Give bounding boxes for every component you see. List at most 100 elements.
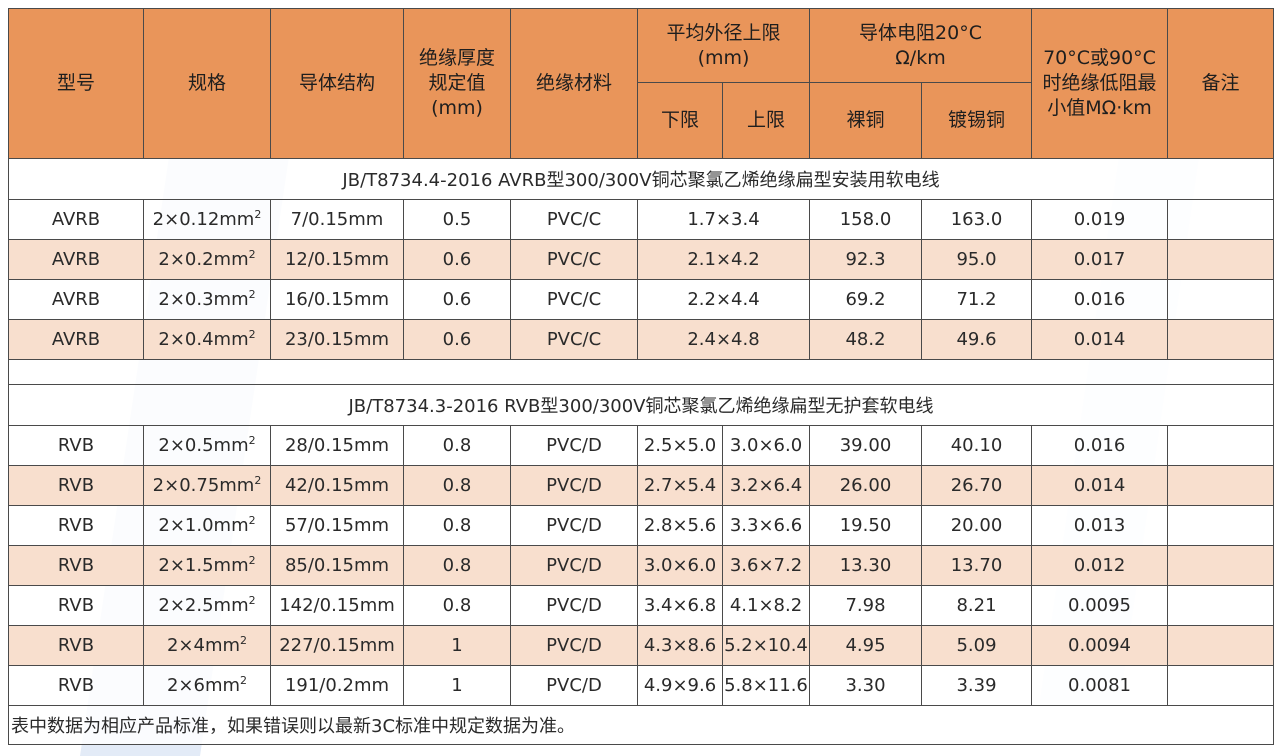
cell-model: RVB <box>8 625 144 666</box>
cell-structure: 191/0.2mm <box>270 665 404 706</box>
cell-lower: 3.4×6.8 <box>637 585 723 626</box>
cell-insulation-resistance: 0.0095 <box>1031 585 1169 626</box>
table-row: AVRB 2×0.2mm2 12/0.15mm 0.6 PVC/C 2.1×4.… <box>8 239 1275 280</box>
table-row: RVB 2×1.0mm2 57/0.15mm 0.8 PVC/D 2.8×5.6… <box>8 505 1275 546</box>
table-row: RVB 2×0.5mm2 28/0.15mm 0.8 PVC/D 2.5×5.0… <box>8 425 1275 466</box>
cell-tinned-copper: 163.0 <box>920 199 1033 240</box>
cell-model: RVB <box>8 545 144 586</box>
cell-spec: 2×0.12mm2 <box>143 199 271 240</box>
cell-spec: 2×1.5mm2 <box>143 545 271 586</box>
header-insulation-material: 绝缘材料 <box>510 8 638 159</box>
cell-bare-copper: 4.95 <box>809 625 922 666</box>
cell-tinned-copper: 5.09 <box>920 625 1033 666</box>
cell-model: AVRB <box>8 279 144 320</box>
cell-insulation-resistance: 0.016 <box>1031 425 1169 466</box>
cell-material: PVC/D <box>510 425 638 466</box>
header-conductor-resistance: 导体电阻20°C Ω/km <box>808 8 1033 83</box>
cell-material: PVC/C <box>510 279 638 320</box>
cell-structure: 23/0.15mm <box>270 319 404 360</box>
cell-bare-copper: 158.0 <box>809 199 922 240</box>
cell-tinned-copper: 8.21 <box>920 585 1033 626</box>
table-row: AVRB 2×0.12mm2 7/0.15mm 0.5 PVC/C 1.7×3.… <box>8 199 1275 240</box>
cell-insulation-resistance: 0.012 <box>1031 545 1169 586</box>
cell-thickness: 0.8 <box>403 585 511 626</box>
cell-bare-copper: 19.50 <box>809 505 922 546</box>
cell-spec: 2×1.0mm2 <box>143 505 271 546</box>
cell-material: PVC/D <box>510 505 638 546</box>
cell-model: RVB <box>8 465 144 506</box>
cell-thickness: 0.8 <box>403 425 511 466</box>
cell-model: AVRB <box>8 199 144 240</box>
cell-tinned-copper: 26.70 <box>920 465 1033 506</box>
cell-spec: 2×0.75mm2 <box>143 465 271 506</box>
cell-insulation-resistance: 0.017 <box>1031 239 1169 280</box>
table-row: RVB 2×4mm2 227/0.15mm 1 PVC/D 4.3×8.6 5.… <box>8 625 1275 666</box>
cell-insulation-resistance: 0.019 <box>1031 199 1169 240</box>
cell-upper: 3.3×6.6 <box>722 505 810 546</box>
cell-outer-diameter: 1.7×3.4 <box>637 199 810 240</box>
superscript-two: 2 <box>248 594 256 607</box>
cell-thickness: 0.8 <box>403 465 511 506</box>
cell-tinned-copper: 49.6 <box>920 319 1033 360</box>
cell-upper: 3.6×7.2 <box>722 545 810 586</box>
header-insulation-resistance: 70°C或90°C时绝缘低阻最小值MΩ·km <box>1031 8 1169 159</box>
cell-material: PVC/D <box>510 465 638 506</box>
cell-thickness: 0.8 <box>403 505 511 546</box>
cell-remark <box>1167 585 1275 626</box>
cell-material: PVC/C <box>510 199 638 240</box>
cell-structure: 227/0.15mm <box>270 625 404 666</box>
section-spacer <box>7 359 1275 385</box>
cell-structure: 142/0.15mm <box>270 585 404 626</box>
cell-bare-copper: 48.2 <box>809 319 922 360</box>
cell-structure: 12/0.15mm <box>270 239 404 280</box>
cell-material: PVC/C <box>510 319 638 360</box>
cell-lower: 2.7×5.4 <box>637 465 723 506</box>
cell-model: RVB <box>8 425 144 466</box>
cell-remark <box>1167 319 1275 360</box>
cell-upper: 5.2×10.4 <box>722 625 810 666</box>
cell-upper: 5.8×11.6 <box>722 665 810 706</box>
cell-bare-copper: 92.3 <box>809 239 922 280</box>
superscript-two: 2 <box>240 674 248 687</box>
superscript-two: 2 <box>248 248 256 261</box>
cell-remark <box>1167 625 1275 666</box>
cell-outer-diameter: 2.1×4.2 <box>637 239 810 280</box>
cell-insulation-resistance: 0.0081 <box>1031 665 1169 706</box>
cell-thickness: 0.6 <box>403 239 511 280</box>
cell-outer-diameter: 2.4×4.8 <box>637 319 810 360</box>
cell-bare-copper: 26.00 <box>809 465 922 506</box>
table-body: JB/T8734.4-2016 AVRB型300/300V铜芯聚氯乙烯绝缘扁型安… <box>7 158 1275 745</box>
cable-spec-table: 型号 规格 导体结构 绝缘厚度规定值(mm) 绝缘材料 平均外径上限(mm) 导… <box>7 8 1275 745</box>
superscript-two: 2 <box>248 288 256 301</box>
cell-remark <box>1167 199 1275 240</box>
cell-structure: 42/0.15mm <box>270 465 404 506</box>
table-row: RVB 2×0.75mm2 42/0.15mm 0.8 PVC/D 2.7×5.… <box>8 465 1275 506</box>
cell-structure: 16/0.15mm <box>270 279 404 320</box>
cell-lower: 3.0×6.0 <box>637 545 723 586</box>
superscript-two: 2 <box>248 554 256 567</box>
cell-insulation-resistance: 0.014 <box>1031 465 1169 506</box>
cell-upper: 3.2×6.4 <box>722 465 810 506</box>
cell-thickness: 0.6 <box>403 279 511 320</box>
table-row: RVB 2×6mm2 191/0.2mm 1 PVC/D 4.9×9.6 5.8… <box>8 665 1275 706</box>
cell-insulation-resistance: 0.0094 <box>1031 625 1169 666</box>
cell-material: PVC/D <box>510 665 638 706</box>
header-bare-copper: 裸铜 <box>809 82 922 159</box>
header-insulation-thickness: 绝缘厚度规定值(mm) <box>403 8 511 159</box>
cell-bare-copper: 13.30 <box>809 545 922 586</box>
cell-bare-copper: 7.98 <box>809 585 922 626</box>
cell-spec: 2×0.3mm2 <box>143 279 271 320</box>
cell-remark <box>1167 545 1275 586</box>
superscript-two: 2 <box>248 434 256 447</box>
section-title-avrb: JB/T8734.4-2016 AVRB型300/300V铜芯聚氯乙烯绝缘扁型安… <box>7 158 1275 200</box>
cell-spec: 2×4mm2 <box>143 625 271 666</box>
cell-spec: 2×2.5mm2 <box>143 585 271 626</box>
cell-material: PVC/D <box>510 585 638 626</box>
cell-model: AVRB <box>8 319 144 360</box>
cell-structure: 85/0.15mm <box>270 545 404 586</box>
cell-lower: 4.9×9.6 <box>637 665 723 706</box>
header-remark: 备注 <box>1167 8 1275 159</box>
cell-tinned-copper: 40.10 <box>920 425 1033 466</box>
table-header: 型号 规格 导体结构 绝缘厚度规定值(mm) 绝缘材料 平均外径上限(mm) 导… <box>8 8 1275 159</box>
cell-remark <box>1167 239 1275 280</box>
